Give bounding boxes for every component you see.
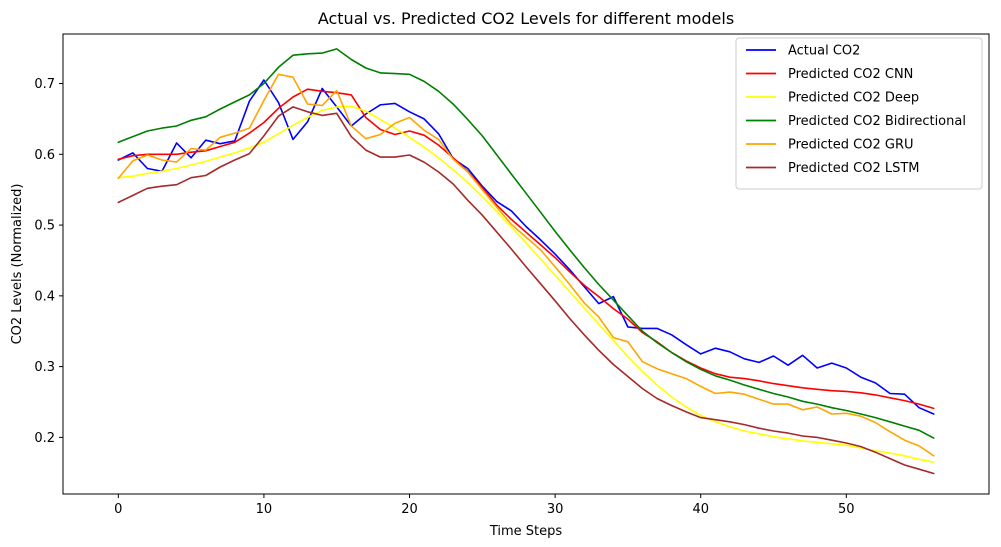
- y-tick-label: 0.7: [34, 77, 55, 92]
- series-line-1: [117, 88, 935, 410]
- x-axis-title: Time Steps: [489, 524, 563, 539]
- series-line-5: [117, 106, 935, 475]
- x-tick-label: 50: [838, 502, 855, 517]
- legend-label-1: Predicted CO2 CNN: [788, 67, 913, 82]
- legend-label-5: Predicted CO2 LSTM: [788, 161, 920, 176]
- x-tick-label: 30: [547, 502, 564, 517]
- y-tick-label: 0.6: [34, 148, 55, 163]
- legend: Actual CO2 Predicted CO2 CNN Predicted CO2…: [735, 37, 983, 190]
- y-axis: 0.2 0.3 0.4 0.5 0.6 0.7: [34, 77, 63, 446]
- axes-frame: [62, 33, 990, 495]
- legend-label-2: Predicted CO2 Deep: [788, 91, 919, 106]
- x-tick-label: 20: [401, 502, 418, 517]
- legend-label-0: Actual CO2: [788, 44, 860, 59]
- x-tick-label: 0: [114, 502, 122, 517]
- series-line-4: [117, 73, 935, 457]
- chart-title: Actual vs. Predicted CO2 Levels for diff…: [318, 9, 734, 28]
- legend-label-4: Predicted CO2 GRU: [788, 138, 914, 153]
- x-tick-label: 10: [256, 502, 273, 517]
- y-tick-label: 0.2: [34, 431, 55, 446]
- y-tick-label: 0.4: [34, 289, 55, 304]
- x-axis: 0 10 20 30 40 50: [114, 494, 855, 517]
- legend-box: [735, 37, 983, 190]
- series-line-0: [117, 79, 935, 415]
- y-tick-label: 0.3: [34, 360, 55, 375]
- y-axis-title: CO2 Levels (Normalized): [10, 184, 25, 345]
- y-tick-label: 0.5: [34, 219, 55, 234]
- legend-label-3: Predicted CO2 Bidirectional: [788, 114, 966, 129]
- series-line-3: [117, 48, 935, 439]
- plot-area: [117, 48, 935, 475]
- series-line-2: [117, 105, 935, 464]
- x-tick-label: 40: [692, 502, 709, 517]
